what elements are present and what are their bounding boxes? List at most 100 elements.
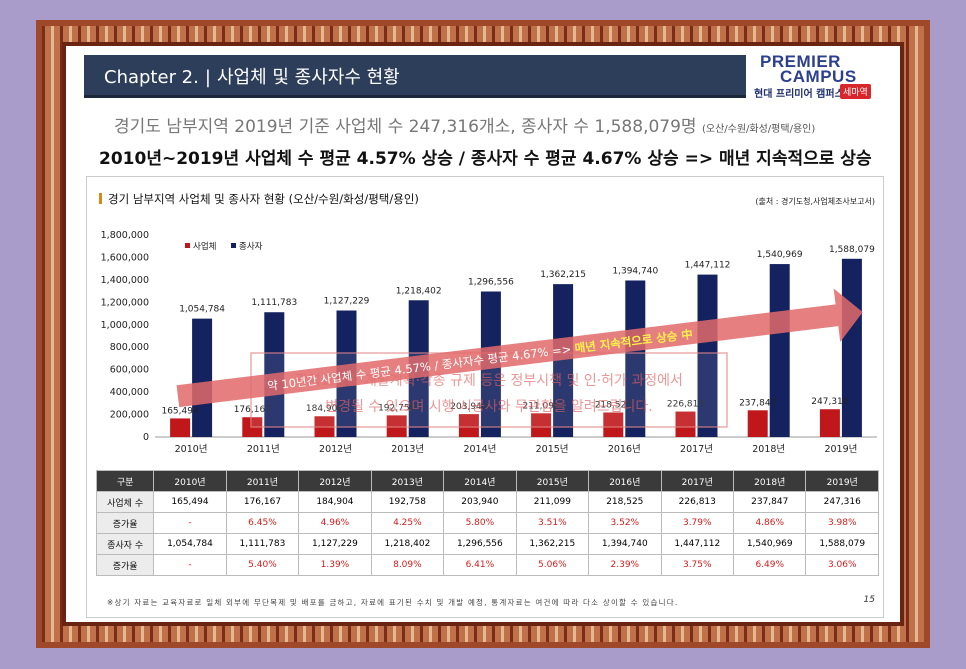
y-tick-label: 1,800,000 bbox=[101, 230, 149, 241]
chapter-heading: 사업체 및 종사자수 현황 bbox=[216, 67, 400, 88]
table-cell: 1,588,079 bbox=[805, 533, 879, 555]
summary-headline: 2010년~2019년 사업체 수 평균 4.57% 상승 / 종사자 수 평균… bbox=[99, 149, 872, 169]
table-header-year: 2013년 bbox=[370, 470, 445, 492]
data-source: (출처 : 경기도청,사업체조사보고서) bbox=[755, 197, 875, 206]
chapter-separator: | bbox=[204, 67, 211, 88]
premier-campus-logo: PREMIER CAMPUS 현대 프리미어 캠퍼스 세마역 bbox=[752, 52, 871, 100]
data-label-business: 184,904 bbox=[306, 404, 343, 414]
logo-badge: 세마역 bbox=[840, 84, 871, 99]
table-cell: 6.41% bbox=[443, 554, 517, 576]
row-header: 증가율 bbox=[95, 554, 155, 576]
table-cell: 3.52% bbox=[588, 512, 662, 534]
x-tick-label: 2013년 bbox=[391, 444, 424, 455]
table-row: 증가율 -5.40% 1.39% 8.09% 6.41% 5.06% 2.39% 3.75% 6… bbox=[95, 554, 879, 576]
y-tick-label: 800,000 bbox=[110, 342, 149, 353]
bar-employees bbox=[192, 318, 213, 437]
table-cell: 4.25% bbox=[370, 512, 445, 534]
data-label-business: 176,167 bbox=[234, 405, 271, 415]
logo-line3: 현대 프리미어 캠퍼스 bbox=[754, 89, 844, 100]
x-tick-label: 2018년 bbox=[752, 444, 785, 455]
table-cell: 1,540,969 bbox=[732, 533, 807, 555]
table-cell: 3.06% bbox=[805, 554, 879, 576]
table-cell: 237,847 bbox=[732, 491, 807, 513]
data-label-business: 211,099 bbox=[522, 401, 559, 411]
table-cell: - bbox=[153, 554, 227, 576]
bar-business bbox=[531, 413, 552, 437]
table-cell: 218,525 bbox=[588, 491, 662, 513]
trend-arrow-shape bbox=[176, 288, 863, 408]
summary-subtitle-main: 경기도 남부지역 2019년 기준 사업체 수 247,316개소, 종사자 수… bbox=[114, 117, 697, 137]
data-label-employees: 1,447,112 bbox=[685, 261, 731, 271]
x-tick-label: 2012년 bbox=[319, 444, 352, 455]
table-cell: 184,904 bbox=[298, 491, 372, 513]
table-row: 사업체 수 165,494 176,167 184,904 192,758 203,940… bbox=[95, 491, 879, 513]
table-cell: 3.79% bbox=[660, 512, 735, 534]
table-cell: 3.75% bbox=[660, 554, 735, 576]
table-cell: 165,494 bbox=[153, 491, 227, 513]
bar-business bbox=[675, 411, 696, 437]
table-header-year: 2018년 bbox=[732, 470, 807, 492]
data-label-business: 203,940 bbox=[450, 402, 487, 412]
y-tick-label: 1,400,000 bbox=[101, 275, 149, 286]
data-table: 구분 2010년 2011년 2012년 2013년 2014년 2015년 2016년 201… bbox=[95, 470, 879, 576]
data-label-employees: 1,588,079 bbox=[829, 245, 875, 255]
table-cell: 4.86% bbox=[732, 512, 807, 534]
table-header-year: 2012년 bbox=[298, 470, 372, 492]
summary-subtitle-note: (오산/수원/화성/평택/용인) bbox=[701, 124, 816, 135]
table-cell: 226,813 bbox=[660, 491, 735, 513]
y-tick-label: 200,000 bbox=[110, 410, 149, 421]
table-cell: 3.98% bbox=[805, 512, 879, 534]
table-cell: 1,127,229 bbox=[298, 533, 372, 555]
table-header-year: 2014년 bbox=[443, 470, 517, 492]
data-label-business: 218,525 bbox=[595, 400, 632, 410]
table-cell: 1,394,740 bbox=[588, 533, 662, 555]
footnote: ※상기 자료는 교육자료로 일체 외부에 무단복제 및 배포를 금하고, 자료에… bbox=[107, 598, 679, 607]
table-cell: 2.39% bbox=[588, 554, 662, 576]
bar-chart: 0 200,000 400,000 600,000 800,000 1,000,000 1,… bbox=[101, 230, 877, 455]
table-cell: - bbox=[153, 512, 227, 534]
logo-line2: CAMPUS bbox=[780, 67, 857, 86]
data-label-business: 237,847 bbox=[739, 398, 776, 408]
table-cell: 4.96% bbox=[298, 512, 372, 534]
table-cell: 8.09% bbox=[370, 554, 445, 576]
data-label-business: 226,813 bbox=[667, 400, 704, 410]
y-tick-label: 600,000 bbox=[110, 365, 149, 376]
legend-label: 사업체 bbox=[193, 241, 216, 252]
bar-employees bbox=[697, 274, 718, 437]
bar-employees bbox=[841, 258, 862, 437]
panel-title: 경기 남부지역 사업체 및 종사자 현황 (오산/수원/화성/평택/용인) bbox=[99, 191, 419, 207]
legend-label: 종사자 bbox=[239, 242, 263, 252]
data-label-business: 247,316 bbox=[811, 397, 848, 407]
y-tick-label: 1,600,000 bbox=[101, 252, 149, 263]
table-header-year: 2016년 bbox=[588, 470, 662, 492]
bar-business bbox=[386, 415, 407, 437]
x-tick-label: 2016년 bbox=[608, 444, 641, 455]
table-cell: 5.06% bbox=[515, 554, 590, 576]
data-label-employees: 1,127,229 bbox=[324, 296, 370, 306]
chart-legend: 사업체 종사자 bbox=[185, 241, 263, 252]
y-tick-label: 1,200,000 bbox=[101, 297, 149, 308]
data-label-employees: 1,296,556 bbox=[468, 277, 514, 287]
table-cell: 5.80% bbox=[443, 512, 517, 534]
title-marker bbox=[99, 193, 102, 204]
data-label-business: 165,494 bbox=[161, 406, 198, 416]
legend-swatch bbox=[231, 243, 236, 248]
bar-business bbox=[603, 412, 624, 437]
watermark-line-2: 변경될 수 있으며 시행·시공사와 무관함을 알려드립니다. bbox=[325, 399, 652, 415]
table-cell: 1,218,402 bbox=[370, 533, 445, 555]
data-label-employees: 1,394,740 bbox=[612, 266, 658, 276]
x-tick-label: 2017년 bbox=[680, 444, 713, 455]
chart-data-labels: 165,494 1,054,784 176,167 1,111,783 184,904 1… bbox=[161, 245, 875, 417]
table-cell: 1,362,215 bbox=[515, 533, 590, 555]
table-header-year: 2017년 bbox=[660, 470, 735, 492]
y-tick-label: 0 bbox=[143, 432, 149, 443]
data-label-employees: 1,218,402 bbox=[396, 286, 442, 296]
logo-line1: PREMIER bbox=[760, 52, 841, 71]
data-label-employees: 1,054,784 bbox=[179, 305, 225, 315]
chapter-label: Chapter 2. bbox=[104, 67, 199, 88]
table-header-year: 2011년 bbox=[225, 470, 300, 492]
table-cell: 6.45% bbox=[225, 512, 300, 534]
table-cell: 211,099 bbox=[515, 491, 590, 513]
bar-business bbox=[747, 410, 768, 437]
data-label-employees: 1,362,215 bbox=[540, 270, 586, 280]
